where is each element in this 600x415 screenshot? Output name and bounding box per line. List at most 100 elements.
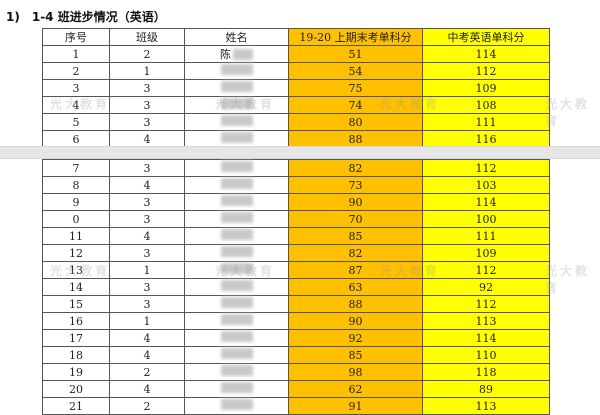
- cell-zhongkao-score: 112: [422, 62, 550, 80]
- cell-term-score: 70: [288, 210, 423, 228]
- cell-class: 3: [109, 159, 185, 177]
- cell-no: 13: [42, 261, 110, 279]
- page-break: [0, 146, 600, 159]
- cell-zhongkao-score: 109: [422, 244, 550, 262]
- cell-name: [184, 278, 289, 296]
- cell-class: 3: [109, 295, 185, 313]
- watermark: 光大教育: [545, 264, 591, 295]
- cell-zhongkao-score: 89: [422, 380, 550, 398]
- cell-term-score: 85: [288, 346, 423, 364]
- blurred-name: [220, 330, 253, 342]
- table-row: 21 2 91 113: [42, 397, 550, 415]
- cell-zhongkao-score: 92: [422, 278, 550, 296]
- cell-name: [184, 380, 289, 398]
- blurred-name: [220, 194, 253, 206]
- cell-class: 4: [109, 227, 185, 245]
- cell-no: 7: [42, 159, 110, 177]
- table-row: 1 2 陈 51 114: [42, 45, 550, 63]
- section-title-text: 1-4 班进步情况（英语）: [31, 10, 166, 24]
- cell-class: 4: [109, 346, 185, 364]
- cell-class: 4: [109, 380, 185, 398]
- blurred-name: [220, 364, 253, 376]
- cell-no: 5: [42, 113, 110, 131]
- cell-name: [184, 113, 289, 131]
- cell-zhongkao-score: 111: [422, 227, 550, 245]
- cell-no: 6: [42, 130, 110, 148]
- cell-zhongkao-score: 100: [422, 210, 550, 228]
- cell-term-score: 75: [288, 79, 423, 97]
- table-row: 9 3 90 114: [42, 193, 550, 211]
- cell-term-score: 74: [288, 96, 423, 114]
- cell-term-score: 80: [288, 113, 423, 131]
- cell-term-score: 73: [288, 176, 423, 194]
- cell-term-score: 88: [288, 130, 423, 148]
- cell-term-score: 92: [288, 329, 423, 347]
- blurred-name: [220, 177, 253, 189]
- header-class: 班级: [109, 28, 185, 46]
- cell-no: 8: [42, 176, 110, 194]
- cell-zhongkao-score: 112: [422, 159, 550, 177]
- cell-zhongkao-score: 114: [422, 329, 550, 347]
- cell-name: [184, 210, 289, 228]
- cell-class: 3: [109, 79, 185, 97]
- cell-term-score: 91: [288, 397, 423, 415]
- cell-class: 3: [109, 193, 185, 211]
- cell-name: [184, 346, 289, 364]
- cell-name: [184, 244, 289, 262]
- table-row: 5 3 80 111: [42, 113, 550, 131]
- table-row: 19 2 98 118: [42, 363, 550, 381]
- blurred-name: [220, 313, 253, 325]
- cell-no: 12: [42, 244, 110, 262]
- table-row: 4 3 74 108: [42, 96, 550, 114]
- blurred-name: [233, 48, 253, 60]
- cell-no: 15: [42, 295, 110, 313]
- cell-class: 1: [109, 261, 185, 279]
- cell-term-score: 63: [288, 278, 423, 296]
- cell-term-score: 87: [288, 261, 423, 279]
- cell-name: [184, 130, 289, 148]
- cell-class: 3: [109, 210, 185, 228]
- cell-term-score: 88: [288, 295, 423, 313]
- cell-no: 14: [42, 278, 110, 296]
- cell-class: 2: [109, 397, 185, 415]
- cell-zhongkao-score: 113: [422, 397, 550, 415]
- header-term-score: 19-20 上期末考单科分: [288, 28, 423, 46]
- blurred-name: [220, 160, 253, 172]
- cell-class: 4: [109, 329, 185, 347]
- table-header-row: 序号 班级 姓名 19-20 上期末考单科分 中考英语单科分: [42, 28, 550, 46]
- table-row: 8 4 73 103: [42, 176, 550, 194]
- blurred-name: [220, 245, 253, 257]
- table-row: 3 3 75 109: [42, 79, 550, 97]
- table-row: 17 4 92 114: [42, 329, 550, 347]
- table-row: 2 1 54 112: [42, 62, 550, 80]
- cell-no: 19: [42, 363, 110, 381]
- table-row: 18 4 85 110: [42, 346, 550, 364]
- cell-no: 20: [42, 380, 110, 398]
- blurred-name: [220, 347, 253, 359]
- cell-term-score: 82: [288, 244, 423, 262]
- cell-term-score: 90: [288, 312, 423, 330]
- section-number: 1): [6, 10, 20, 24]
- cell-class: 2: [109, 363, 185, 381]
- cell-zhongkao-score: 110: [422, 346, 550, 364]
- table-row: 14 3 63 92: [42, 278, 550, 296]
- cell-name: [184, 363, 289, 381]
- cell-class: 2: [109, 45, 185, 63]
- table-row: 7 3 82 112: [42, 159, 550, 177]
- cell-class: 4: [109, 176, 185, 194]
- section-title: 1) 1-4 班进步情况（英语）: [6, 8, 166, 25]
- cell-name: [184, 312, 289, 330]
- cell-name: 陈: [184, 45, 289, 63]
- cell-no: 16: [42, 312, 110, 330]
- cell-zhongkao-score: 111: [422, 113, 550, 131]
- cell-zhongkao-score: 103: [422, 176, 550, 194]
- header-zhongkao-score: 中考英语单科分: [422, 28, 550, 46]
- cell-name: [184, 176, 289, 194]
- cell-term-score: 54: [288, 62, 423, 80]
- blurred-name: [220, 381, 253, 393]
- blurred-name: [220, 279, 253, 291]
- cell-name: [184, 159, 289, 177]
- blurred-name: [220, 97, 253, 109]
- cell-term-score: 90: [288, 193, 423, 211]
- cell-term-score: 98: [288, 363, 423, 381]
